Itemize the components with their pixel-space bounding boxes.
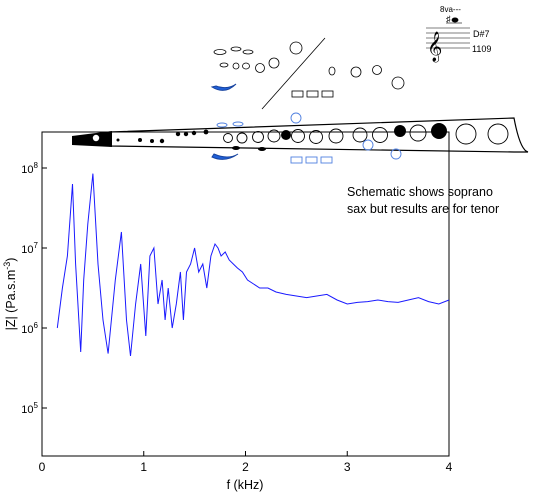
sax-key-sketch-upper bbox=[213, 37, 405, 110]
sax-blue-key-lower bbox=[211, 153, 239, 160]
sax-mouthpiece-hole bbox=[92, 134, 100, 142]
note-panel: 8va--- 𝄞 ♯ D#7 1109 bbox=[426, 5, 491, 63]
y-axis-ticks: 105 106 107 108 bbox=[21, 161, 47, 416]
schematic-note-line-2: sax but results are for tenor bbox=[347, 202, 500, 216]
x-tick-label: 2 bbox=[242, 460, 249, 474]
impedance-curve bbox=[56, 173, 450, 357]
note-name: D#7 bbox=[473, 29, 490, 39]
sax-blue-sketch bbox=[216, 112, 402, 164]
y-axis-label: |Z| (Pa.s.m-3) bbox=[2, 258, 18, 331]
y-tick-label: 108 bbox=[21, 161, 38, 176]
x-tick-label: 3 bbox=[344, 460, 351, 474]
x-tick-label: 1 bbox=[140, 460, 147, 474]
note-head: ♯ bbox=[446, 14, 462, 24]
y-tick-label: 107 bbox=[21, 241, 38, 256]
music-staff bbox=[426, 27, 470, 49]
plot-frame bbox=[41, 131, 450, 457]
sax-small-keys bbox=[116, 129, 209, 144]
y-tick-label: 105 bbox=[21, 401, 38, 416]
y-tick-label: 106 bbox=[21, 321, 38, 336]
treble-clef-icon: 𝄞 bbox=[427, 31, 442, 63]
sax-body bbox=[109, 117, 529, 153]
note-frequency: 1109 bbox=[472, 44, 491, 54]
saxophone-schematic bbox=[72, 37, 529, 164]
x-axis-label: f (kHz) bbox=[227, 478, 264, 492]
plot-axes: 0 1 2 3 4 105 106 107 108 f (kHz) |Z| (Pa.s.m-3… bbox=[2, 131, 453, 492]
svg-text:♯: ♯ bbox=[446, 14, 451, 24]
sax-tone-holes bbox=[223, 123, 509, 145]
x-tick-label: 0 bbox=[39, 460, 46, 474]
sax-blue-key-upper bbox=[210, 83, 237, 91]
schematic-note: Schematic shows soprano sax but results … bbox=[347, 184, 547, 218]
schematic-note-line-1: Schematic shows soprano bbox=[347, 185, 493, 199]
ottava-label: 8va--- bbox=[440, 5, 461, 14]
x-tick-label: 4 bbox=[446, 460, 453, 474]
sax-mouthpiece bbox=[72, 131, 112, 147]
x-axis-ticks: 0 1 2 3 4 bbox=[39, 451, 453, 474]
